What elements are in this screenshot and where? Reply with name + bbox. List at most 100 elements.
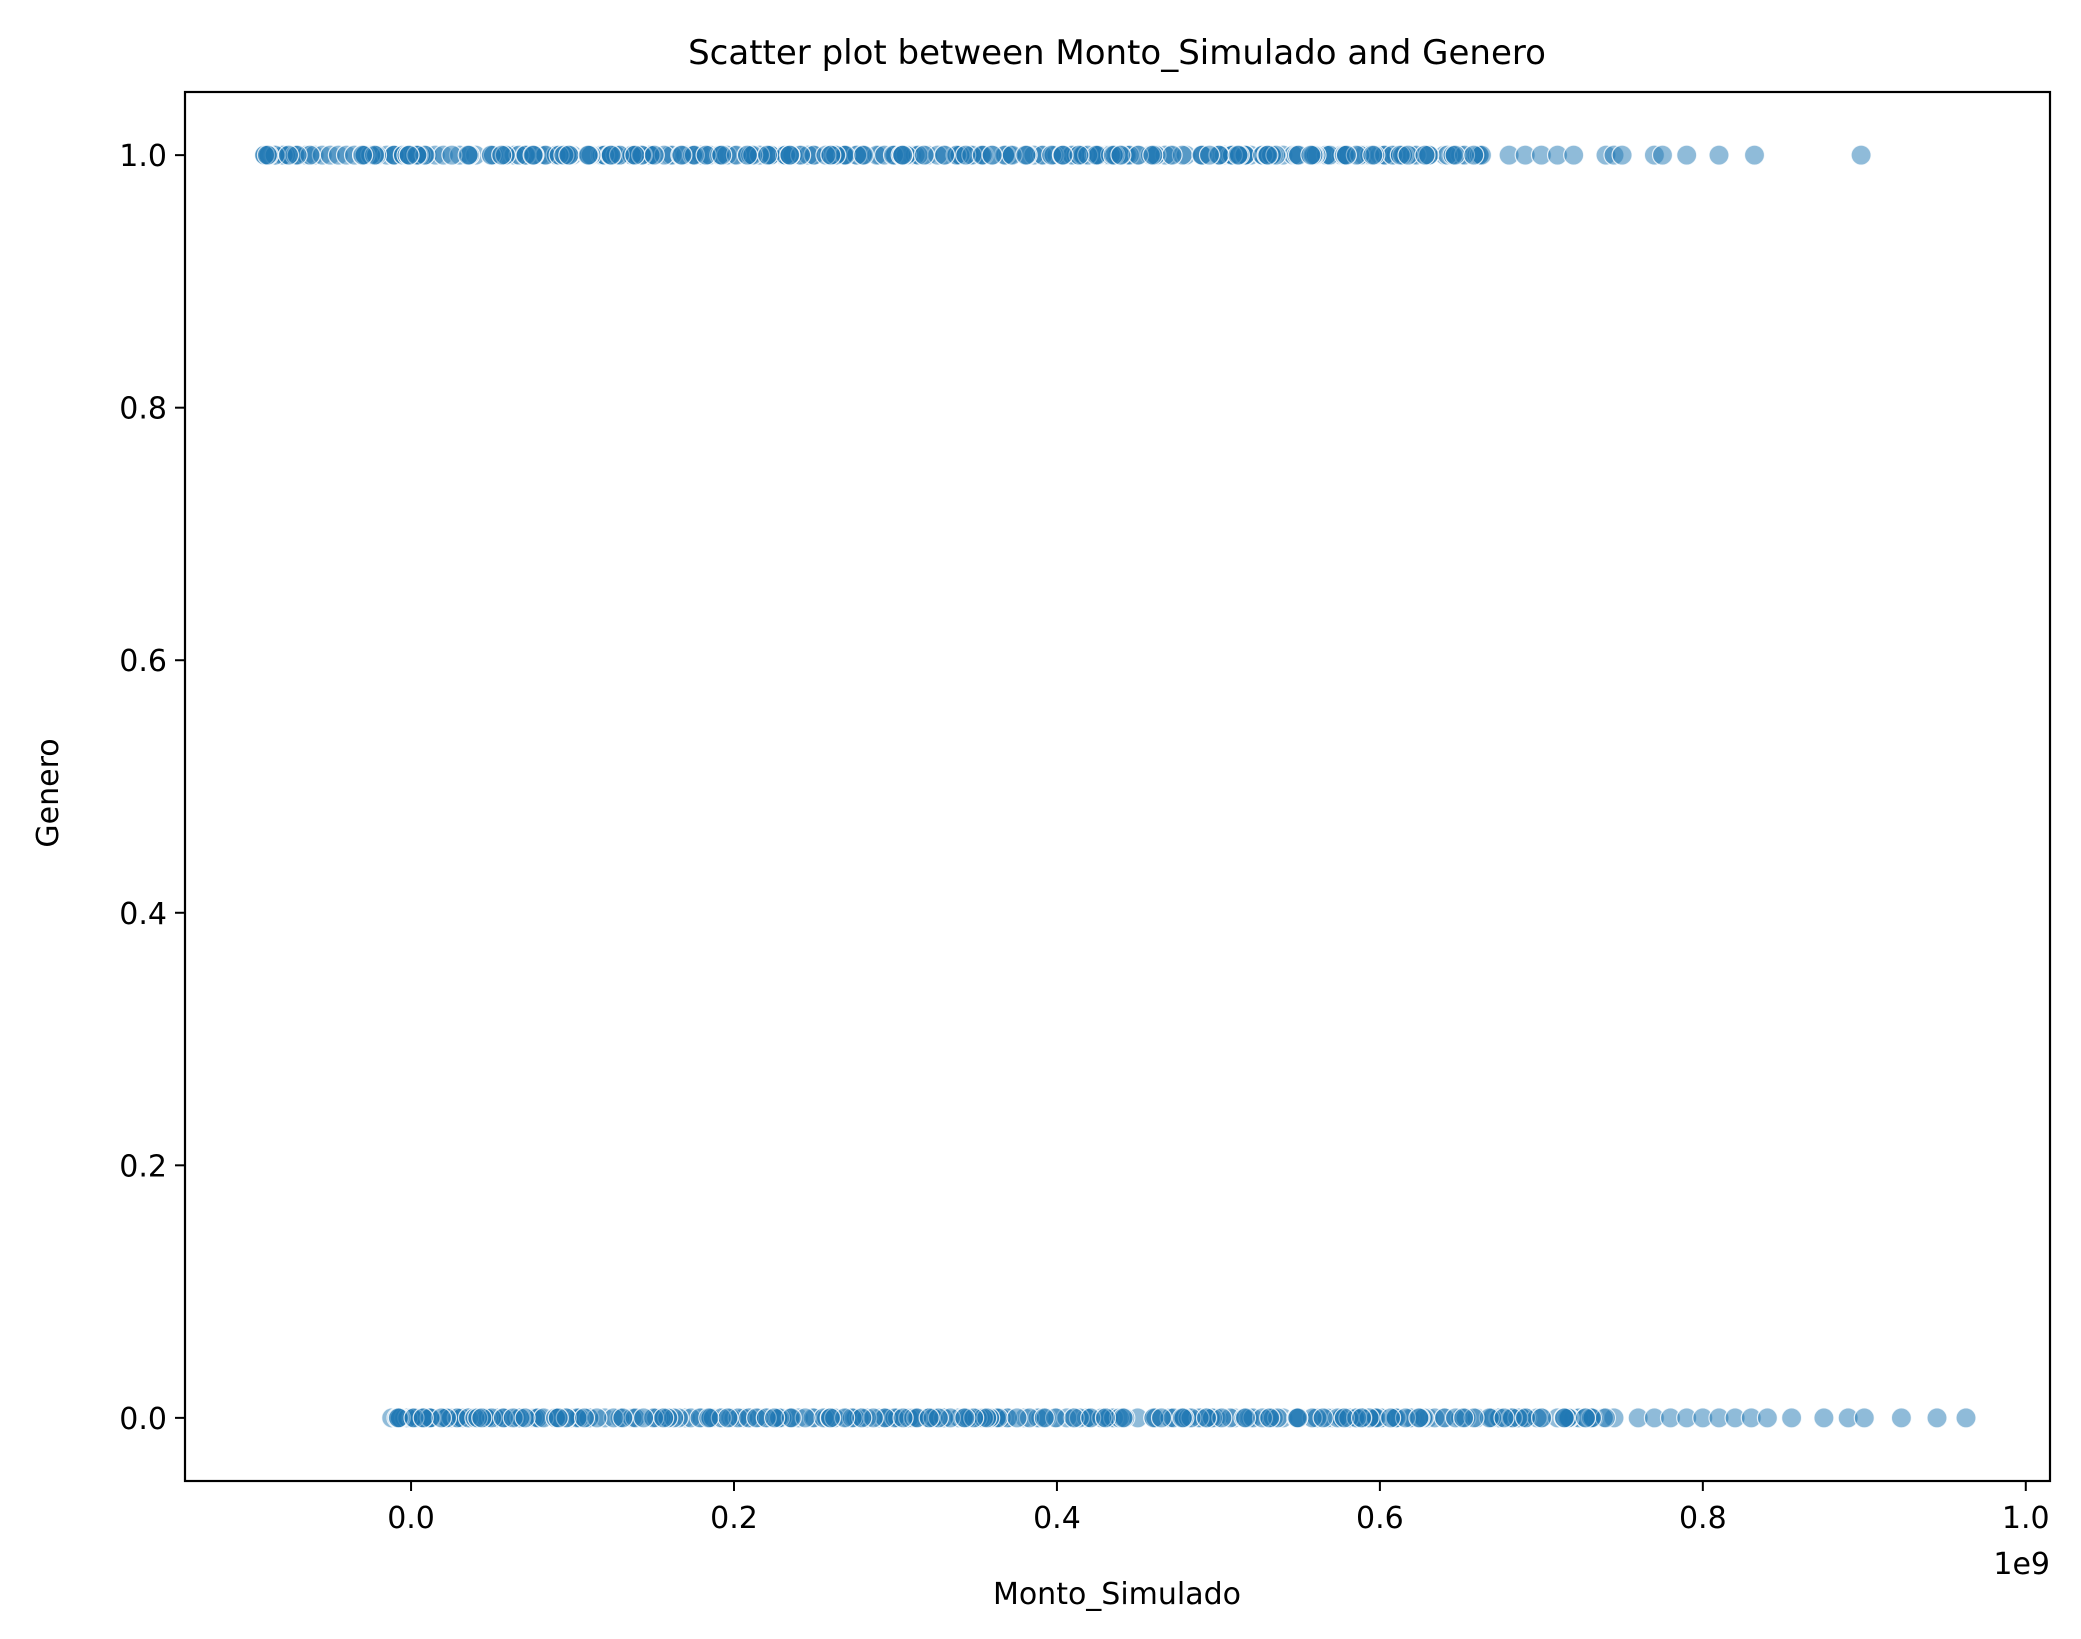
scatter-point xyxy=(933,144,956,166)
scatter-point xyxy=(1161,144,1183,166)
scatter-point xyxy=(1611,144,1633,166)
scatter-point xyxy=(1110,144,1132,166)
y-tick-label: 1.0 xyxy=(119,139,167,174)
scatter-point xyxy=(820,144,842,166)
scatter-point xyxy=(892,1407,914,1429)
scatter-point xyxy=(1743,144,1766,166)
scatter-point xyxy=(1287,1407,1309,1429)
scatter-point xyxy=(1493,1407,1515,1429)
scatter-point xyxy=(277,144,300,166)
scatter-point xyxy=(643,144,665,166)
scatter-point xyxy=(779,144,801,166)
scatter-point xyxy=(1015,144,1037,166)
y-tick-label: 0.0 xyxy=(119,1402,167,1437)
scatter-point xyxy=(763,1407,786,1429)
scatter-point xyxy=(1708,144,1730,166)
scatter-point xyxy=(1651,144,1674,166)
scatter-point xyxy=(852,144,875,166)
scatter-point xyxy=(1335,144,1358,166)
scatter-point xyxy=(1756,1407,1779,1429)
scatter-point xyxy=(1142,144,1164,166)
scatter-point xyxy=(256,144,278,166)
x-tick-label: 0.2 xyxy=(710,1501,758,1536)
scatter-point xyxy=(1362,144,1384,166)
x-axis: 0.0 0.2 0.4 0.6 0.8 1.0 xyxy=(387,1481,2050,1536)
scatter-point xyxy=(1574,1407,1597,1429)
scatter-point xyxy=(1094,1407,1117,1429)
points-layer xyxy=(253,144,1977,1429)
scatter-point xyxy=(632,1407,655,1429)
scatter-point xyxy=(558,144,580,166)
scatter-point xyxy=(891,144,914,166)
scatter-point xyxy=(430,1407,452,1429)
y-tick-label: 0.8 xyxy=(119,392,167,427)
scatter-point xyxy=(981,144,1003,166)
scatter-point xyxy=(918,1407,940,1429)
scatter-point xyxy=(913,144,935,166)
x-tick-label: 0.8 xyxy=(1679,1501,1727,1536)
scatter-point xyxy=(1813,1407,1835,1429)
x-tick-label: 0.4 xyxy=(1033,1501,1081,1536)
scatter-point xyxy=(1379,1407,1402,1429)
scatter-point xyxy=(1350,1407,1373,1429)
scatter-point xyxy=(1234,1407,1257,1429)
scatter-point xyxy=(1006,1407,1028,1429)
x-tick-label: 0.6 xyxy=(1356,1501,1404,1536)
scatter-point xyxy=(1530,1407,1553,1429)
scatter-point xyxy=(1227,144,1249,166)
scatter-point xyxy=(624,144,646,166)
scatter-point xyxy=(1052,144,1074,166)
y-tick-label: 0.2 xyxy=(119,1149,167,1184)
scatter-point xyxy=(1257,144,1279,166)
scatter-point xyxy=(698,1407,720,1429)
scatter-point xyxy=(612,1407,634,1429)
scatter-point xyxy=(1312,1407,1334,1429)
y-axis-label: Genero xyxy=(31,738,66,847)
scatter-point xyxy=(514,1407,536,1429)
scatter-point xyxy=(471,1407,493,1429)
scatter-point xyxy=(1563,144,1585,166)
y-tick-label: 0.6 xyxy=(119,644,167,679)
scatter-point xyxy=(412,1407,434,1429)
scatter-point xyxy=(736,144,759,166)
scatter-point xyxy=(600,144,622,166)
scatter-point xyxy=(491,144,513,166)
scatter-point xyxy=(1444,144,1466,166)
scatter-point xyxy=(547,1407,569,1429)
scatter-point xyxy=(1553,1407,1576,1429)
scatter-point xyxy=(1926,1407,1948,1429)
x-axis-label: Monto_Simulado xyxy=(993,1577,1241,1612)
scatter-point xyxy=(1414,144,1436,166)
scatter-point xyxy=(1676,144,1698,166)
scatter-point xyxy=(1259,1407,1281,1429)
scatter-point xyxy=(717,1407,739,1429)
scatter-point xyxy=(1780,1407,1803,1429)
scatter-point xyxy=(1890,1407,1913,1429)
scatter-point xyxy=(671,144,693,166)
scatter-point xyxy=(457,144,479,166)
scatter-point xyxy=(1171,1407,1194,1429)
scatter-point xyxy=(573,1407,596,1429)
scatter-point xyxy=(1955,1407,1977,1429)
y-tick-label: 0.4 xyxy=(119,897,167,932)
scatter-point xyxy=(1112,1407,1134,1429)
plot-area-frame xyxy=(183,90,2052,1483)
scatter-point xyxy=(1850,144,1872,166)
scatter-point xyxy=(398,144,420,166)
x-tick-label: 1.0 xyxy=(2002,1501,2050,1536)
x-axis-offset-label: 1e9 xyxy=(1993,1547,2050,1582)
scatter-point xyxy=(1150,1407,1173,1429)
scatter-point xyxy=(1408,1407,1430,1429)
scatter-point xyxy=(352,144,374,166)
y-axis: 0.0 0.2 0.4 0.6 0.8 1.0 xyxy=(119,139,185,1437)
scatter-point xyxy=(1452,1407,1475,1429)
scatter-point xyxy=(1853,1407,1875,1429)
scatter-point xyxy=(577,144,599,166)
scatter-point xyxy=(1195,1407,1218,1429)
scatter-point xyxy=(522,144,544,166)
scatter-point xyxy=(1300,144,1322,166)
scatter-point xyxy=(1033,1407,1055,1429)
scatter-point xyxy=(954,1407,976,1429)
